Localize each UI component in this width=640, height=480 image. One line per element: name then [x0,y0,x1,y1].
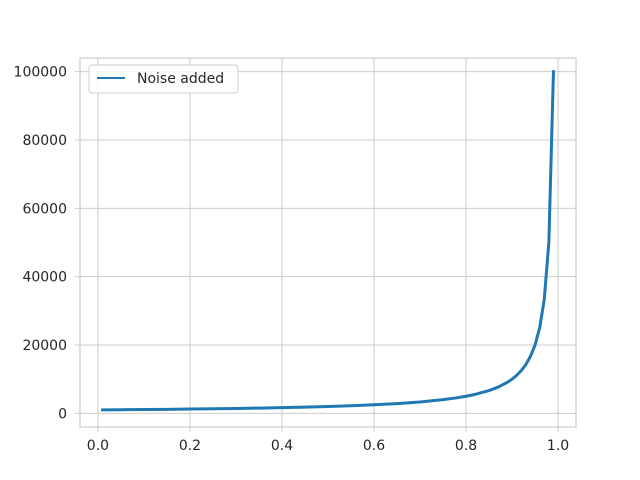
legend: Noise added [88,64,239,94]
y-axis-ticks: 0 20000 40000 60000 80000 100000 [14,65,80,422]
x-tick-label: 0.6 [363,438,385,454]
y-tick-label: 40000 [22,270,67,286]
x-axis-ticks: 0.0 0.2 0.4 0.6 0.8 1.0 [87,427,569,454]
y-tick-label: 80000 [22,133,67,149]
x-tick-label: 0.4 [271,438,293,454]
x-tick-label: 1.0 [547,438,569,454]
plot-frame [79,57,577,428]
y-tick-label: 0 [58,406,67,422]
legend-label: Noise added [137,71,224,87]
x-tick-label: 0.2 [179,438,201,454]
plot-background [80,58,576,427]
y-tick-label: 60000 [22,201,67,217]
y-tick-label: 20000 [22,338,67,354]
series-line-0 [101,70,555,412]
legend-box [88,64,239,94]
y-tick-label: 100000 [14,65,67,81]
x-tick-label: 0.8 [455,438,477,454]
x-tick-label: 0.0 [87,438,109,454]
series-layer [101,70,555,412]
